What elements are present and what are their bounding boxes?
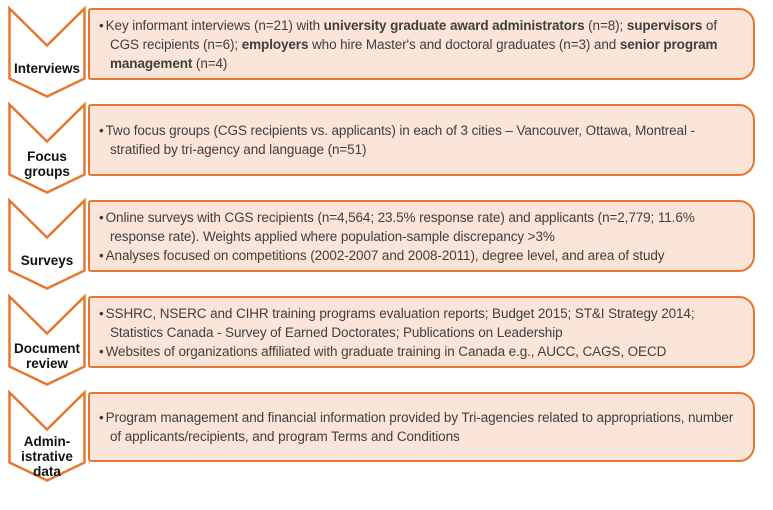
bullet-list: • Key informant interviews (n=21) with un… bbox=[99, 16, 741, 73]
row-document-review: Document review • SSHRC, NSERC and CIHR t… bbox=[0, 293, 773, 391]
bullet-list: • Program management and financial inform… bbox=[99, 408, 741, 446]
bullet-item: • Program management and financial inform… bbox=[99, 408, 741, 446]
bullet-item: • Key informant interviews (n=21) with un… bbox=[99, 16, 741, 73]
chevron-label-focus-groups: Focus groups bbox=[24, 149, 70, 180]
row-administrative-data: Admin- istrative data • Program managemen… bbox=[0, 389, 773, 487]
bullet-text: Two focus groups (CGS recipients vs. app… bbox=[105, 123, 695, 157]
bullet-list: • Online surveys with CGS recipients (n=4… bbox=[99, 208, 741, 265]
bullet-text: Analyses focused on competitions (2002-2… bbox=[105, 247, 665, 263]
content-box-focus-groups: • Two focus groups (CGS recipients vs. ap… bbox=[88, 104, 755, 176]
bullet-list: • Two focus groups (CGS recipients vs. ap… bbox=[99, 121, 741, 159]
chevron-label-interviews: Interviews bbox=[13, 60, 81, 76]
chevron-administrative-data: Admin- istrative data bbox=[8, 389, 86, 482]
bullet-text: Websites of organizations affiliated wit… bbox=[105, 343, 667, 359]
bullet-text: Online surveys with CGS recipients (n=4,… bbox=[105, 209, 695, 244]
content-box-surveys: • Online surveys with CGS recipients (n=4… bbox=[88, 200, 755, 272]
chevron-down-shape bbox=[8, 101, 86, 194]
bullet-item: • SSHRC, NSERC and CIHR training programs… bbox=[99, 304, 741, 342]
row-surveys: Surveys • Online surveys with CGS recipie… bbox=[0, 197, 773, 295]
bullet-marker: • bbox=[99, 17, 104, 33]
content-box-document-review: • SSHRC, NSERC and CIHR training programs… bbox=[88, 296, 755, 368]
row-focus-groups: Focus groups • Two focus groups (CGS reci… bbox=[0, 101, 773, 199]
bullet-marker: • bbox=[99, 209, 104, 225]
row-interviews: Interviews • Key informant interviews (n=… bbox=[0, 5, 773, 103]
bullet-marker: • bbox=[99, 305, 104, 321]
chevron-down-shape bbox=[8, 5, 86, 98]
bullet-marker: • bbox=[99, 343, 104, 359]
chevron-focus-groups: Focus groups bbox=[8, 101, 86, 194]
chevron-down-shape bbox=[8, 293, 86, 386]
bullet-marker: • bbox=[99, 410, 104, 425]
bullet-item: • Two focus groups (CGS recipients vs. ap… bbox=[99, 121, 741, 159]
chevron-down-shape bbox=[8, 389, 86, 482]
chevron-interviews: Interviews bbox=[8, 5, 86, 98]
chevron-document-review: Document review bbox=[8, 293, 86, 386]
chevron-label-document-review: Document review bbox=[13, 341, 80, 372]
chevron-down-shape bbox=[8, 197, 86, 290]
bullet-item: • Online surveys with CGS recipients (n=4… bbox=[99, 208, 741, 246]
chevron-label-administrative-data: Admin- istrative data bbox=[21, 433, 73, 480]
bullet-text: Key informant interviews (n=21) with uni… bbox=[105, 17, 718, 71]
bullet-marker: • bbox=[99, 247, 104, 263]
content-box-administrative-data: • Program management and financial inform… bbox=[88, 392, 755, 462]
bullet-text: Program management and financial informa… bbox=[105, 410, 734, 444]
bullet-item: • Websites of organizations affiliated wi… bbox=[99, 342, 741, 361]
chevron-label-surveys: Surveys bbox=[20, 252, 74, 268]
bullet-item: • Analyses focused on competitions (2002-… bbox=[99, 246, 741, 265]
content-box-interviews: • Key informant interviews (n=21) with un… bbox=[88, 8, 755, 80]
bullet-list: • SSHRC, NSERC and CIHR training programs… bbox=[99, 304, 741, 361]
chevron-surveys: Surveys bbox=[8, 197, 86, 290]
bullet-marker: • bbox=[99, 123, 104, 138]
bullet-text: SSHRC, NSERC and CIHR training programs … bbox=[105, 305, 695, 340]
